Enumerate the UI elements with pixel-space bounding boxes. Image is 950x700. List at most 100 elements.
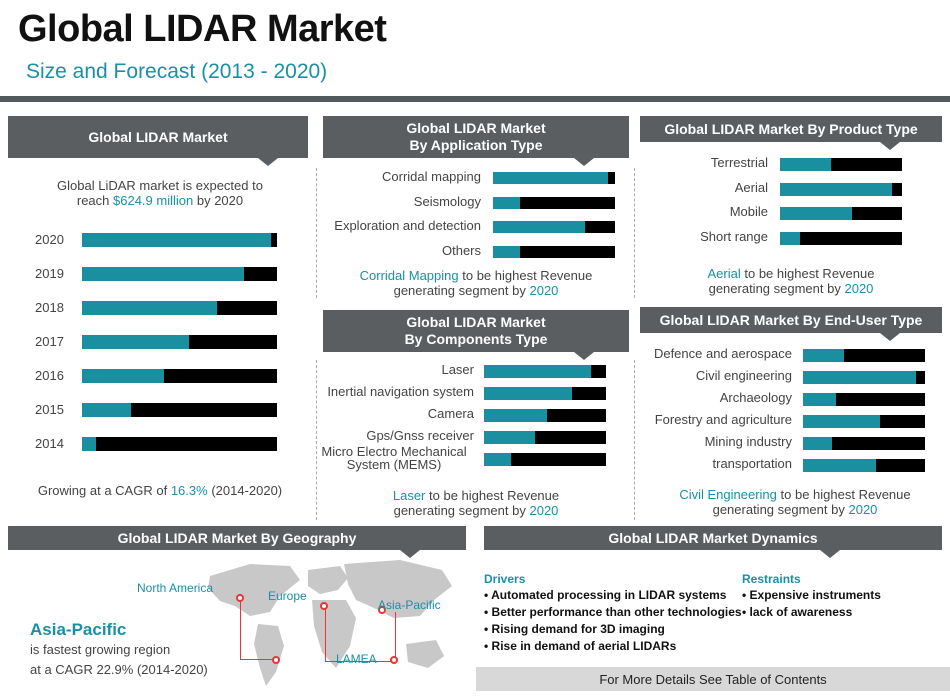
chart-category-label: Laser: [441, 362, 474, 377]
north-america-marker: [236, 594, 244, 602]
chart-bar-track: [484, 453, 606, 466]
product-note-year: 2020: [844, 281, 874, 296]
chart-category-label: Short range: [700, 228, 768, 244]
chart-bar: [803, 349, 845, 362]
chart-bar-track: [82, 233, 277, 247]
geography-line2: at a CAGR 22.9% (2014-2020): [30, 662, 208, 677]
geography-heading-text: Global LIDAR Market By Geography: [117, 529, 357, 546]
chart-category-label: 2019: [35, 266, 64, 281]
chart-bar-track: [780, 231, 902, 245]
world-map: [208, 560, 452, 686]
chart-bar: [82, 403, 131, 417]
chart-category-label: Archaeology: [719, 390, 792, 405]
application-heading-notch: [574, 158, 594, 166]
chart-bar: [484, 387, 572, 400]
chart-bar-track: [82, 267, 277, 281]
product-note-highlight: Aerial: [707, 266, 741, 281]
restraints-list: • Expensive instruments • lack of awaren…: [742, 587, 881, 621]
components-note-line2: generating segment by: [393, 503, 526, 518]
chart-bar-track: [803, 371, 925, 384]
dynamics-heading-notch: [820, 550, 840, 558]
chart-bar: [493, 196, 520, 209]
enduser-note: Civil Engineering to be highest Revenue …: [640, 487, 950, 517]
chart-category-label: Terrestrial: [710, 155, 768, 170]
market-note-reach: reach: [76, 193, 110, 208]
north-america-label: North America: [137, 581, 214, 595]
application-note-year: 2020: [529, 283, 559, 298]
market-cagr-suffix: (2014-2020): [211, 483, 283, 498]
asia-pacific-marker: [378, 606, 386, 614]
market-heading-text: Global LIDAR Market: [88, 128, 228, 145]
chart-category-label: Micro Electro Mechanical System (MEMS): [321, 444, 467, 472]
product-heading: Global LIDAR Market By Product Type: [640, 116, 942, 142]
driver-item: • Rise in demand of aerial LIDARs: [484, 639, 677, 653]
chart-bar-track: [82, 403, 277, 417]
map-connector: [240, 598, 241, 660]
asia-shape: [344, 560, 452, 618]
title-divider: [0, 96, 950, 102]
chart-bar: [82, 437, 96, 451]
enduser-note-year: 2020: [848, 502, 878, 517]
chart-bar: [82, 233, 272, 247]
chart-bar: [780, 158, 832, 171]
market-note-value: $624.9 million: [113, 193, 194, 208]
divider: [316, 360, 317, 520]
chart-bar: [484, 409, 548, 422]
chart-category-label: 2016: [35, 368, 64, 383]
market-cagr-prefix: Growing at a CAGR of: [37, 483, 168, 498]
footer-text: For More Details See Table of Contents: [599, 671, 827, 687]
footer-link[interactable]: For More Details See Table of Contents: [476, 667, 950, 691]
chart-bar-track: [780, 158, 902, 171]
dynamics-heading: Global LIDAR Market Dynamics: [484, 526, 942, 550]
divider: [316, 168, 317, 298]
enduser-heading: Global LIDAR Market By End-User Type: [640, 307, 942, 333]
chart-bar: [82, 267, 244, 281]
market-cagr-note: Growing at a CAGR of 16.3% (2014-2020): [20, 483, 300, 498]
map-connector: [325, 606, 326, 662]
chart-category-label: 2017: [35, 334, 64, 349]
application-note-highlight: Corridal Mapping: [359, 268, 459, 283]
chart-bar-track: [484, 365, 606, 378]
chart-category-label: 2020: [35, 232, 64, 247]
geography-heading: Global LIDAR Market By Geography: [8, 526, 466, 550]
chart-category-label: Civil engineering: [695, 368, 792, 383]
asia-pacific-label: Asia-Pacific: [378, 598, 441, 612]
components-heading: Global LIDAR Market By Components Type: [323, 310, 629, 352]
page-subtitle: Size and Forecast (2013 - 2020): [26, 60, 328, 83]
chart-bar: [493, 245, 520, 258]
drivers-list: • Automated processing in LIDAR systems …: [484, 587, 742, 655]
chart-bar: [493, 221, 585, 233]
chart-bar-track: [803, 437, 925, 450]
chart-bar-track: [82, 335, 277, 349]
chart-category-label: Mining industry: [704, 434, 792, 449]
map-connector: [395, 612, 396, 662]
chart-bar: [780, 207, 852, 220]
enduser-note-line2: generating segment by: [712, 502, 845, 517]
components-note-mid: to be highest Revenue: [429, 488, 560, 503]
chart-category-label: Mobile: [729, 204, 768, 219]
components-note-year: 2020: [529, 503, 559, 518]
lamea-marker-2: [390, 656, 398, 664]
application-note-line2: generating segment by: [393, 283, 526, 298]
components-heading-line2: By Components Type: [404, 331, 548, 347]
components-note: Laser to be highest Revenue generating s…: [323, 488, 629, 518]
lamea-marker: [272, 656, 280, 664]
africa-shape: [312, 600, 356, 668]
chart-bar: [484, 431, 536, 444]
chart-category-label: Defence and aerospace: [653, 346, 792, 361]
chart-bar: [484, 453, 511, 466]
market-heading: Global LIDAR Market: [8, 116, 308, 158]
geography-line1: is fastest growing region: [30, 642, 171, 657]
product-note-mid: to be highest Revenue: [744, 266, 875, 281]
market-cagr-value: 16.3%: [170, 483, 208, 498]
chart-category-label: Camera: [427, 406, 474, 421]
chart-category-label: Forestry and agriculture: [654, 412, 792, 427]
chart-bar: [803, 393, 836, 406]
enduser-heading-text: Global LIDAR Market By End-User Type: [659, 311, 923, 328]
chart-category-label: Seismology: [413, 193, 481, 209]
chart-bar-track: [82, 437, 277, 451]
chart-category-label: 2014: [35, 436, 64, 451]
europe-marker: [320, 602, 328, 610]
geography-highlight: Asia-Pacific: [30, 620, 127, 639]
driver-item: • Rising demand for 3D imaging: [484, 622, 665, 636]
